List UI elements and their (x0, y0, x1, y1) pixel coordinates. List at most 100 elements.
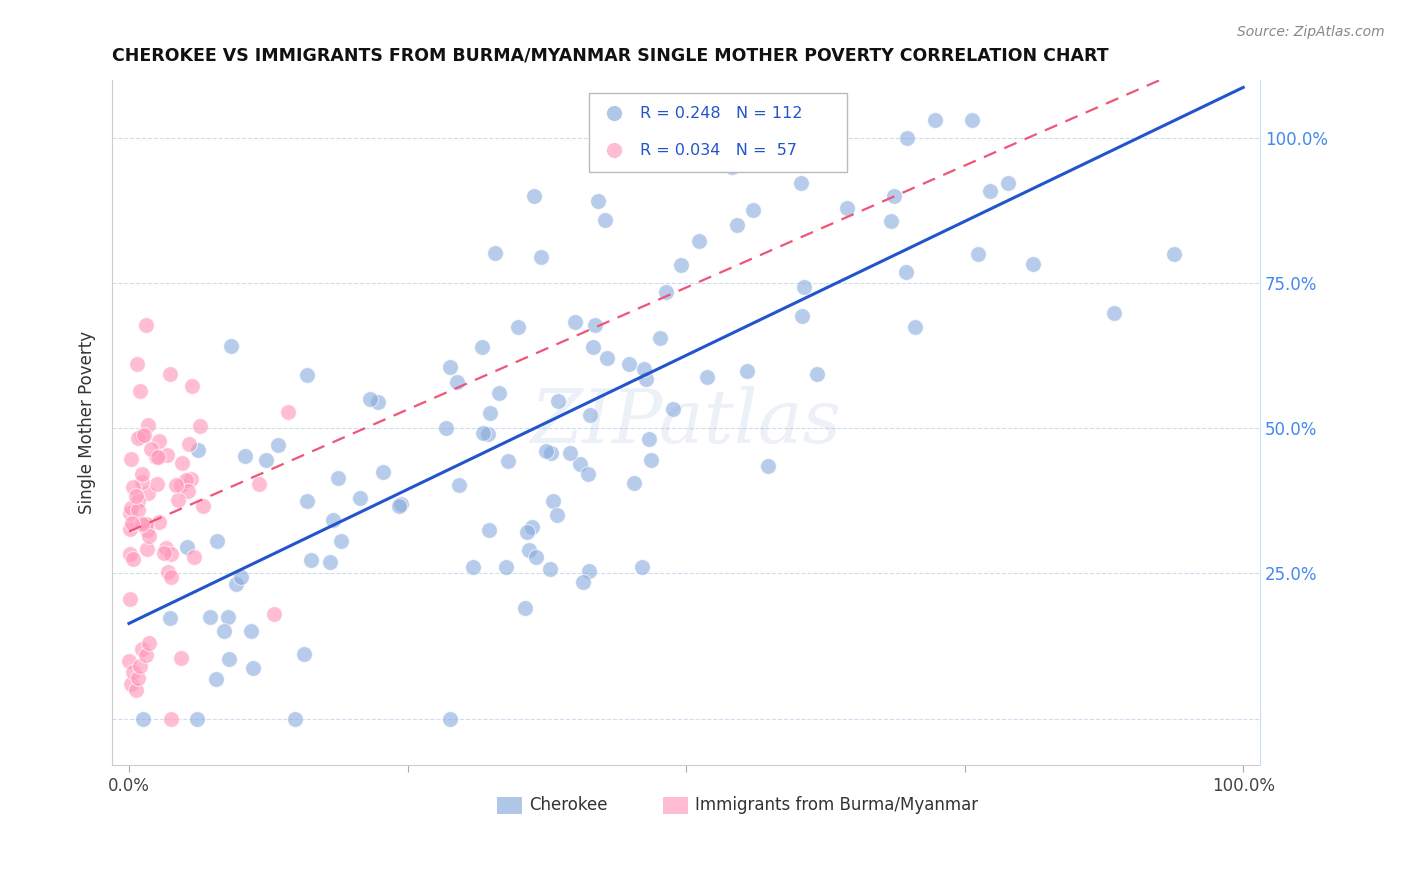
Point (579, 408, 602, 422)
Point (586, 194, 609, 208)
Text: Source: ZipAtlas.com: Source: ZipAtlas.com (1237, 25, 1385, 39)
Point (371, 465, 394, 479)
Point (135, 542, 157, 557)
Point (128, 384, 150, 398)
Point (229, 570, 252, 584)
Point (169, 478, 191, 492)
Point (793, 280, 815, 294)
Point (960, 113, 983, 128)
Point (136, 485, 159, 500)
Point (205, 533, 228, 548)
Point (138, 529, 160, 543)
Point (595, 212, 617, 227)
Point (127, 431, 149, 445)
Point (263, 607, 285, 621)
Point (520, 520, 543, 534)
Point (125, 358, 148, 372)
Point (979, 185, 1001, 199)
Point (277, 405, 299, 419)
Point (186, 712, 208, 726)
Point (655, 285, 678, 299)
Point (131, 642, 153, 657)
Point (179, 437, 201, 451)
Point (156, 448, 179, 462)
Point (1102, 306, 1125, 320)
Point (725, 218, 748, 232)
Point (541, 494, 564, 508)
Point (1163, 247, 1185, 261)
Point (152, 546, 174, 560)
Point (131, 429, 153, 443)
Point (524, 549, 547, 564)
Text: CHEROKEE VS IMMIGRANTS FROM BURMA/MYANMAR SINGLE MOTHER POVERTY CORRELATION CHAR: CHEROKEE VS IMMIGRANTS FROM BURMA/MYANMA… (112, 46, 1109, 64)
Point (297, 368, 319, 382)
Point (638, 432, 661, 446)
Point (146, 476, 169, 491)
Point (513, 601, 536, 615)
Point (835, 201, 858, 215)
Point (583, 318, 606, 332)
Point (159, 611, 181, 625)
Point (292, 647, 315, 661)
Point (721, 161, 744, 175)
Point (284, 712, 307, 726)
Point (132, 712, 155, 726)
Point (240, 624, 263, 638)
Point (135, 517, 157, 532)
Point (662, 401, 685, 416)
Point (118, 522, 141, 536)
Point (349, 491, 371, 505)
Point (997, 176, 1019, 190)
Point (439, 360, 461, 375)
Point (191, 500, 214, 514)
Point (547, 394, 569, 409)
FancyBboxPatch shape (496, 797, 522, 814)
Point (160, 712, 183, 726)
Point (530, 250, 553, 264)
Point (447, 478, 470, 492)
Point (131, 475, 153, 490)
Point (517, 543, 540, 558)
Point (446, 375, 468, 389)
Point (463, 559, 485, 574)
Point (508, 319, 530, 334)
Point (735, 363, 758, 377)
Point (120, 677, 142, 691)
Point (145, 450, 167, 464)
Point (156, 566, 179, 580)
Point (118, 654, 141, 668)
Point (170, 456, 193, 470)
Point (242, 661, 264, 675)
Point (295, 494, 318, 508)
Point (205, 672, 228, 686)
Point (623, 475, 645, 490)
Point (155, 541, 177, 555)
Point (756, 458, 779, 473)
Point (136, 418, 159, 433)
Text: Immigrants from Burma/Myanmar: Immigrants from Burma/Myanmar (695, 796, 979, 814)
Point (748, 148, 770, 162)
Point (617, 357, 640, 371)
Point (188, 418, 211, 433)
Point (127, 671, 149, 685)
Point (478, 406, 501, 420)
Point (883, 189, 905, 203)
Point (564, 315, 586, 329)
Point (572, 575, 595, 590)
Point (578, 565, 600, 579)
Point (247, 477, 270, 491)
Point (367, 394, 389, 409)
Point (169, 650, 191, 665)
Point (267, 438, 290, 452)
Point (127, 494, 149, 508)
Point (495, 559, 517, 574)
Point (148, 515, 170, 529)
Point (496, 454, 519, 468)
Point (134, 516, 156, 531)
Point (894, 264, 917, 278)
Point (669, 258, 692, 272)
Point (569, 457, 592, 471)
Point (135, 648, 157, 662)
Point (181, 378, 204, 392)
Point (176, 540, 198, 554)
